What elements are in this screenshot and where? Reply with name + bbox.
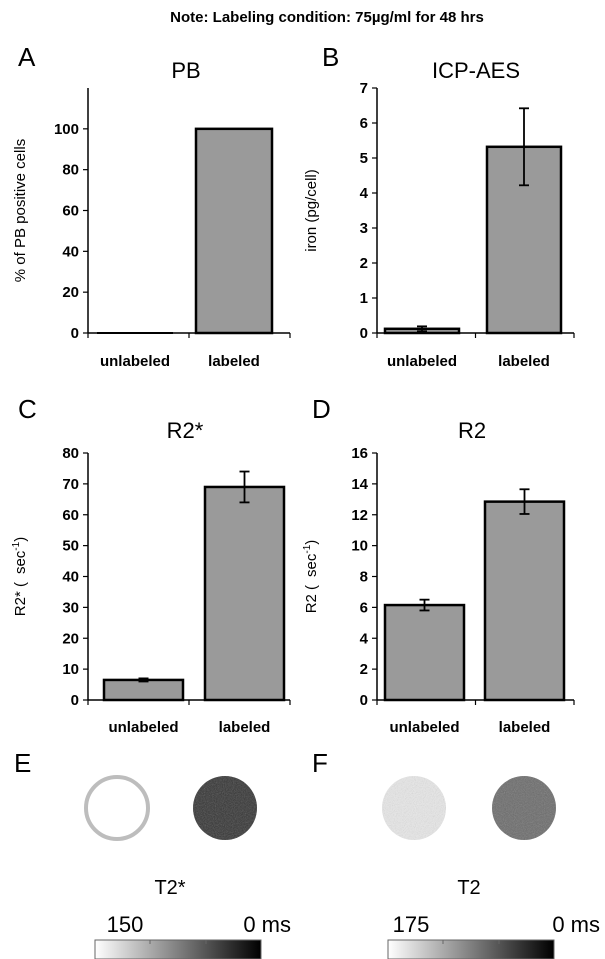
bar-unlabeled [383,603,466,702]
bar-unlabeled [102,678,185,702]
bar-labeled [203,485,286,702]
panel-letter-b: B [322,42,339,72]
category-label: labeled [208,353,260,370]
chart-title: ICP-AES [432,58,520,83]
panel-letter-d: D [312,394,331,424]
t2star-label: T2* [154,877,185,899]
labeled-phantom-t2star [193,776,257,840]
y-tick-label: 4 [360,630,369,647]
y-tick-label: 100 [54,121,79,138]
category-label: unlabeled [100,353,170,370]
category-label: labeled [498,353,550,370]
category-label: unlabeled [389,719,459,736]
y-tick-label: 20 [62,630,79,647]
y-tick-label: 60 [62,203,79,220]
bar-labeled [194,127,274,335]
y-axis-label: R2* ( sec-1) [11,537,29,616]
panel-letter-a: A [18,42,36,72]
y-tick-label: 0 [71,692,79,709]
y-tick-label: 40 [62,569,79,586]
y-tick-label: 80 [62,162,79,179]
y-tick-label: 0 [360,692,368,709]
chart-icp-aes: ICP-AES 0 1 2 3 4 5 6 7 unlabeled labeled iron (pg/… [303,58,575,370]
category-label: unlabeled [108,719,178,736]
y-tick-label: 30 [62,599,79,616]
panel-letter-c: C [18,394,37,424]
t2-scale-min: 0 ms [552,912,600,937]
y-tick-label: 6 [360,115,368,132]
y-tick-label: 10 [62,661,79,678]
chart-title: R2 [458,418,486,443]
t2-scale-max: 175 [393,912,430,937]
y-tick-label: 60 [62,507,79,524]
y-tick-label: 3 [360,220,368,237]
y-axis-label: iron (pg/cell) [303,169,320,252]
y-axis-label-close: ) [303,540,320,545]
y-tick-label: 1 [360,290,368,307]
chart-pb: PB 0 20 40 60 80 100 unlabeled labeled % of PB po… [12,58,291,370]
category-label: labeled [499,719,551,736]
y-tick-label: 8 [360,569,368,586]
y-axis-label-unit: sec [303,553,320,577]
y-axis-label-sup: -1 [11,541,22,550]
mri-panel-e: T2* 150 0 ms [84,775,291,959]
y-tick-label: 80 [62,445,79,462]
chart-title: R2* [167,418,204,443]
labeled-phantom-t2 [492,776,556,840]
y-tick-label: 14 [351,476,368,493]
chart-r2-star: R2* 0 10 20 30 40 50 60 70 80 unlabeled labeled R2* … [11,418,291,736]
y-tick-label: 7 [360,80,368,97]
y-axis-label-main: R2* ( [12,582,29,616]
panel-letter-e: E [14,748,31,778]
chart-r2: R2 0 2 4 6 8 10 12 14 16 unlabeled labeled R2 ( sec-1… [302,418,575,736]
y-tick-label: 5 [360,150,368,167]
bar-labeled [483,500,566,702]
category-label: labeled [219,719,271,736]
y-tick-label: 6 [360,599,368,616]
panel-letter-f: F [312,748,328,778]
t2star-colorbar [94,939,262,959]
y-tick-label: 70 [62,476,79,493]
y-tick-label: 10 [351,538,368,555]
chart-title: PB [171,58,200,83]
y-tick-label: 4 [360,185,369,202]
t2star-scale-max: 150 [107,912,144,937]
y-axis-label: R2 ( sec-1) [302,540,320,614]
y-tick-label: 40 [62,243,79,260]
y-tick-label: 2 [360,661,368,678]
y-tick-label: 16 [351,445,368,462]
unlabeled-phantom-t2star [84,775,150,841]
unlabeled-phantom-t2 [382,776,446,840]
y-tick-label: 2 [360,255,368,272]
y-axis-label: % of PB positive cells [12,139,29,282]
y-axis-label-sup: -1 [302,544,313,553]
category-label: unlabeled [387,353,457,370]
y-tick-label: 50 [62,538,79,555]
t2star-scale-min: 0 ms [243,912,291,937]
y-tick-label: 0 [71,325,79,342]
note-text: Note: Labeling condition: 75µg/ml for 48… [170,9,484,26]
y-axis-label-main: R2 ( [303,585,320,613]
y-axis-label-close: ) [12,537,29,542]
t2-label: T2 [457,877,480,899]
y-tick-label: 0 [360,325,368,342]
t2-colorbar [387,939,555,959]
y-axis-label-unit: sec [12,550,29,574]
y-tick-label: 20 [62,284,79,301]
y-tick-label: 12 [351,507,368,524]
mri-panel-f: T2 175 0 ms [382,776,600,959]
